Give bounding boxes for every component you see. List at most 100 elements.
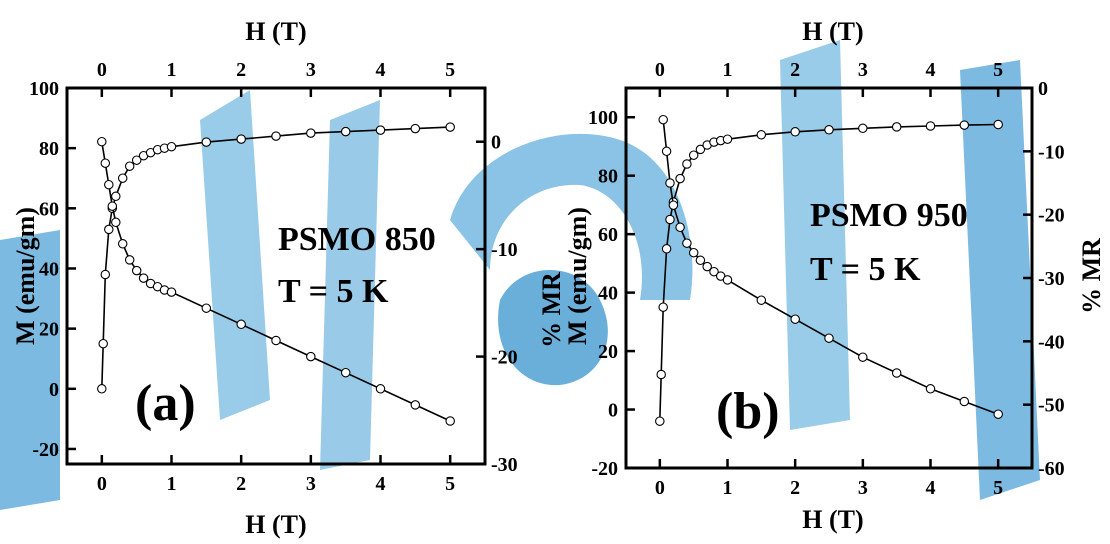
data-point-b-0-18 — [891, 122, 902, 132]
data-point-a-1-18 — [375, 384, 386, 394]
x-tick-label-bottom-a-4: 4 — [376, 473, 386, 495]
data-point-a-1-7 — [131, 265, 142, 276]
data-point-a-0-8 — [131, 155, 142, 165]
data-point-a-0-2 — [100, 269, 111, 280]
data-point-b-0-14 — [756, 130, 767, 140]
y-tick-label-left-a-5: 80 — [39, 138, 59, 160]
data-point-b-1-12 — [756, 295, 767, 305]
data-point-a-1-14 — [236, 319, 246, 330]
data-point-b-0-13 — [722, 134, 733, 144]
data-point-b-0-9 — [695, 144, 706, 155]
data-point-b-1-17 — [925, 384, 936, 394]
data-point-a-0-5 — [111, 191, 121, 202]
y-tick-label-right-b-0: -60 — [1038, 458, 1065, 480]
ticks-a: 0 1 2 3 4 5 0 1 2 3 4 5 -20 0 20 40 60 80 100 -30 -20 -10 0 — [29, 59, 518, 495]
x-tick-label-top-a-1: 1 — [167, 59, 177, 81]
data-point-b-0-21 — [993, 119, 1003, 130]
data-point-a-0-15 — [236, 134, 246, 144]
data-point-a-0-16 — [271, 131, 281, 141]
data-point-a-1-1 — [100, 158, 111, 168]
data-point-a-1-8 — [138, 273, 149, 283]
data-point-a-1-17 — [340, 367, 351, 378]
y-tick-label-right-b-4: -20 — [1038, 205, 1065, 227]
data-point-b-1-2 — [665, 178, 675, 188]
data-point-a-1-12 — [166, 287, 177, 297]
watermark-shape-7 — [960, 60, 1040, 500]
data-point-a-0-17 — [306, 128, 316, 138]
data-point-b-1-11 — [722, 275, 733, 285]
data-point-b-1-0 — [658, 114, 668, 125]
data-point-b-1-4 — [675, 222, 685, 233]
data-point-a-0-13 — [166, 141, 177, 152]
data-point-b-1-7 — [695, 255, 706, 266]
x-tick-label-bottom-a-0: 0 — [97, 473, 107, 495]
y-tick-label-left-b-2: 20 — [598, 341, 618, 363]
y-tick-label-left-a-1: 0 — [49, 379, 59, 401]
x-tick-label-top-a-5: 5 — [445, 59, 455, 81]
plot-frame-a — [65, 86, 487, 466]
y-tick-label-right-a-2: -10 — [491, 239, 518, 261]
y-tick-label-right-a-3: 0 — [491, 132, 501, 154]
data-point-a-1-13 — [201, 303, 212, 313]
data-point-a-0-14 — [201, 137, 212, 147]
y-tick-label-left-b-5: 80 — [598, 166, 618, 188]
data-point-b-0-7 — [682, 159, 692, 169]
data-point-a-1-15 — [271, 335, 281, 346]
x-tick-label-top-a-0: 0 — [97, 59, 107, 81]
data-point-b-0-3 — [661, 244, 672, 254]
y-tick-label-right-b-1: -50 — [1038, 395, 1065, 417]
y-tick-label-right-b-3: -30 — [1038, 268, 1065, 290]
data-point-b-1-5 — [682, 238, 692, 248]
x-tick-label-top-b-0: 0 — [655, 59, 665, 81]
y-axis-title-left-b: M (emu/gm) — [563, 207, 592, 345]
data-point-a-0-21 — [445, 122, 455, 132]
x-axis-title-bottom-b: H (T) — [802, 505, 863, 534]
y-tick-label-right-a-1: -20 — [491, 347, 518, 369]
data-point-a-0-0 — [97, 384, 107, 394]
data-point-a-0-7 — [124, 161, 135, 171]
x-tick-label-bottom-a-3: 3 — [306, 473, 316, 495]
data-point-b-0-20 — [959, 120, 970, 130]
x-tick-label-bottom-b-2: 2 — [790, 477, 800, 499]
data-point-a-0-1 — [98, 338, 108, 349]
y-tick-label-left-a-0: -20 — [32, 439, 59, 461]
y-tick-label-left-b-4: 60 — [598, 224, 618, 246]
data-point-b-0-4 — [665, 214, 675, 225]
x-tick-label-bottom-a-2: 2 — [236, 473, 246, 495]
data-point-b-1-1 — [661, 146, 672, 157]
x-axis-title-top-a: H (T) — [245, 17, 306, 46]
data-point-b-1-13 — [790, 314, 800, 324]
y-tick-label-right-b-2: -40 — [1038, 331, 1065, 353]
annotation-b-line2: T = 5 K — [810, 251, 921, 288]
data-point-a-0-19 — [375, 125, 386, 135]
x-tick-label-bottom-b-3: 3 — [858, 477, 868, 499]
panel-b: 0 1 2 3 4 5 0 1 2 3 4 5 -20 0 20 40 60 80 100 -60 -50 -40 -30 -… — [563, 17, 1106, 534]
data-point-a-1-16 — [306, 351, 316, 362]
data-point-a-1-2 — [104, 179, 114, 190]
y-tick-label-left-b-1: 0 — [608, 400, 618, 422]
x-tick-label-top-b-3: 3 — [858, 59, 868, 81]
x-tick-label-bottom-b-1: 1 — [723, 477, 733, 499]
data-point-b-1-6 — [688, 247, 699, 258]
marks-a — [97, 122, 455, 426]
x-tick-label-top-b-2: 2 — [790, 59, 800, 81]
data-point-a-1-20 — [445, 416, 455, 426]
data-point-a-1-5 — [117, 239, 128, 249]
y-tick-label-left-a-6: 100 — [29, 78, 59, 100]
data-point-a-1-3 — [107, 201, 118, 211]
data-point-b-1-8 — [702, 261, 712, 272]
data-point-b-0-8 — [688, 150, 699, 160]
panel-label-a: (a) — [135, 375, 196, 432]
data-point-b-0-17 — [858, 123, 868, 134]
x-tick-label-top-b-5: 5 — [993, 59, 1003, 81]
data-point-a-0-6 — [117, 173, 128, 183]
x-tick-label-bottom-a-5: 5 — [445, 473, 455, 495]
data-point-b-1-15 — [858, 352, 868, 362]
data-point-b-0-0 — [655, 416, 665, 426]
y-axis-title-right-a: % MR — [537, 272, 566, 348]
data-point-a-0-3 — [104, 224, 114, 235]
data-point-a-0-20 — [410, 123, 421, 134]
x-tick-label-bottom-b-5: 5 — [993, 477, 1003, 499]
data-point-b-1-16 — [891, 368, 902, 378]
